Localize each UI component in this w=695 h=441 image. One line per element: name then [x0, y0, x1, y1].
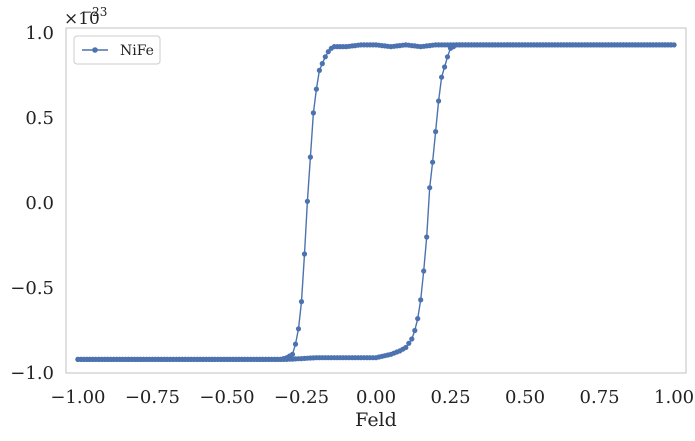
- x-tick-label: 0.25: [430, 387, 470, 408]
- data-point: [409, 336, 415, 342]
- y-tick-label: 0.0: [25, 193, 54, 214]
- y-exponent-power: −23: [82, 5, 107, 19]
- data-point: [325, 49, 331, 55]
- legend-box: [73, 35, 161, 65]
- x-tick-label: 0.00: [356, 387, 396, 408]
- data-point: [298, 299, 305, 305]
- series-layer: [75, 42, 677, 362]
- y-tick-label: −0.5: [10, 278, 54, 299]
- data-point: [412, 327, 418, 334]
- x-tick-label: −0.75: [125, 387, 180, 408]
- data-point: [444, 54, 451, 60]
- data-point: [310, 110, 316, 116]
- data-point: [421, 268, 427, 274]
- data-point: [406, 340, 412, 346]
- x-tick-label: −0.25: [274, 387, 329, 408]
- data-point: [418, 297, 424, 303]
- data-point: [415, 316, 421, 322]
- y-exponent-base: ×10: [64, 9, 100, 29]
- data-point: [304, 198, 310, 204]
- x-axis-label: Feld: [355, 409, 397, 431]
- data-point: [316, 67, 322, 73]
- data-point: [322, 54, 328, 60]
- data-point: [295, 326, 302, 332]
- data-point: [433, 129, 439, 135]
- data-point: [439, 74, 445, 80]
- x-tick-label: −0.50: [199, 387, 254, 408]
- y-tick-label: 1.0: [25, 23, 54, 44]
- data-point: [301, 251, 308, 257]
- legend-label: NiFe: [120, 43, 154, 59]
- y-tick-label: −1.0: [10, 363, 54, 384]
- data-point: [313, 86, 319, 92]
- x-tick-label: 0.50: [505, 387, 545, 408]
- data-point: [307, 154, 313, 160]
- x-tick-label: −1.00: [50, 387, 105, 408]
- x-tick-label: 1.00: [654, 387, 694, 408]
- data-point: [319, 61, 325, 67]
- data-point: [442, 64, 448, 70]
- data-point: [292, 341, 299, 347]
- data-point: [430, 159, 436, 165]
- data-point: [424, 234, 430, 240]
- x-tick-label: 0.75: [580, 387, 620, 408]
- data-point: [289, 351, 296, 357]
- data-point: [75, 356, 81, 362]
- x-tick-labels: −1.00 −0.75 −0.50 −0.25 0.00 0.25 0.50 0.75 1.00: [50, 387, 694, 408]
- legend: NiFe: [73, 35, 161, 65]
- plot-frame: [65, 27, 687, 374]
- y-tick-label: 0.5: [25, 108, 54, 129]
- y-tick-labels: 1.0 0.5 0.0 −0.5 −1.0: [10, 23, 54, 384]
- data-point: [447, 45, 454, 51]
- data-point: [427, 185, 433, 191]
- data-point: [436, 98, 442, 104]
- legend-marker: [92, 47, 98, 53]
